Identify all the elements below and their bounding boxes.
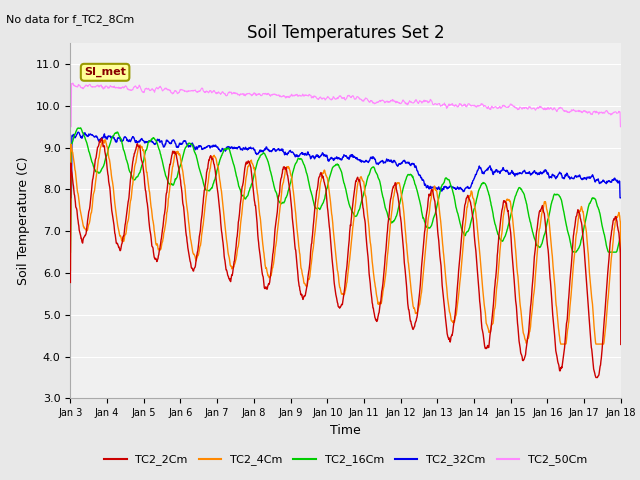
Text: SI_met: SI_met	[84, 67, 126, 77]
Title: Soil Temperatures Set 2: Soil Temperatures Set 2	[247, 24, 444, 42]
Text: No data for f_TC2_8Cm: No data for f_TC2_8Cm	[6, 14, 134, 25]
Y-axis label: Soil Temperature (C): Soil Temperature (C)	[17, 156, 31, 285]
X-axis label: Time: Time	[330, 424, 361, 437]
Legend: TC2_2Cm, TC2_4Cm, TC2_16Cm, TC2_32Cm, TC2_50Cm: TC2_2Cm, TC2_4Cm, TC2_16Cm, TC2_32Cm, TC…	[100, 450, 591, 470]
